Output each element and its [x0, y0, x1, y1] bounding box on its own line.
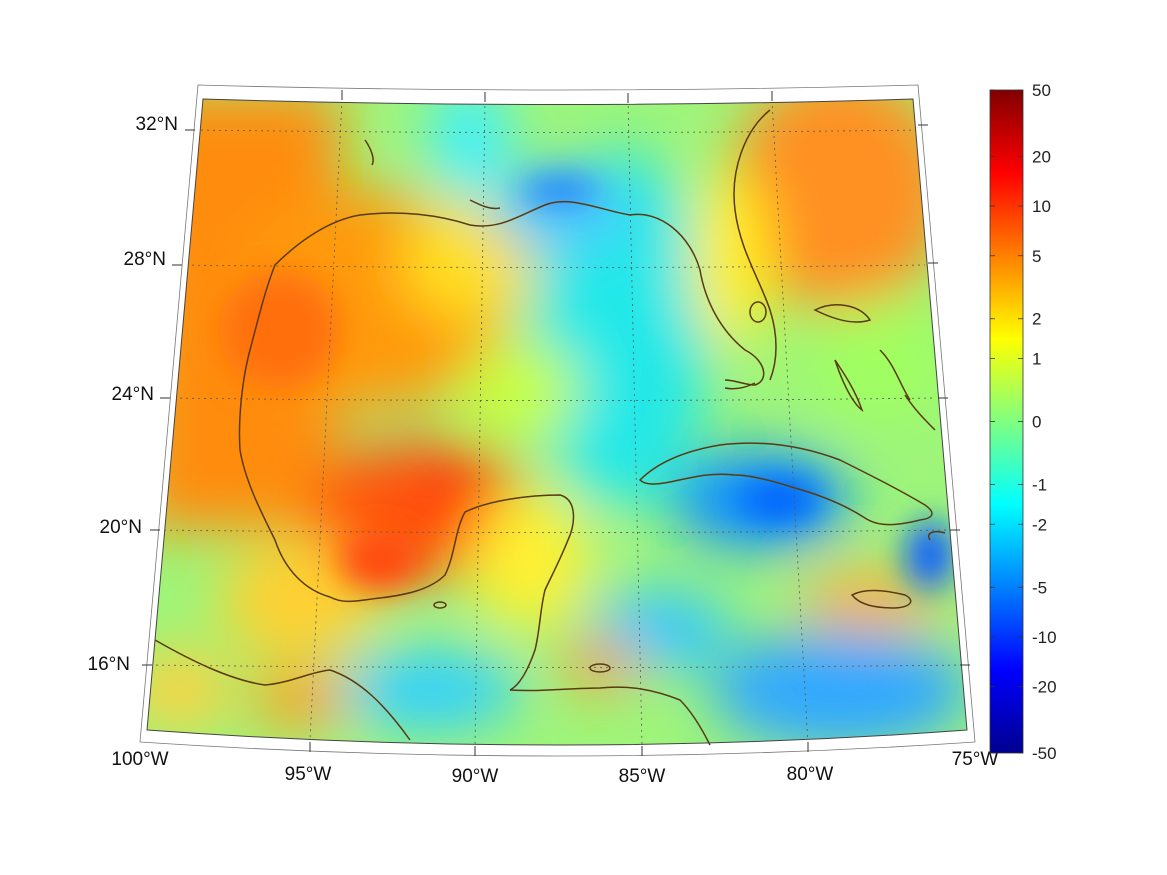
- colorbar-tick-label: 2: [1032, 310, 1041, 329]
- lon-label: 75°W: [952, 749, 999, 770]
- lat-label: 20°N: [100, 517, 142, 538]
- map-frame: [146, 98, 968, 746]
- colorbar-tick-label: -5: [1032, 578, 1047, 597]
- lon-label: 80°W: [787, 764, 834, 785]
- colorbar-tick-label: 5: [1032, 247, 1041, 266]
- lat-label: 32°N: [136, 114, 178, 135]
- colorbar-tick-label: 10: [1032, 197, 1051, 216]
- frame-ticks: [142, 90, 970, 756]
- colorbar-gradient: [989, 89, 1024, 754]
- map-field: [147, 99, 967, 745]
- lat-label: 16°N: [88, 654, 130, 675]
- coastlines: [154, 109, 946, 746]
- colorbar-tick-label: 0: [1032, 413, 1041, 432]
- colorbar-tick-label: -50: [1032, 744, 1057, 763]
- map-frame-outer: [139, 84, 976, 757]
- lat-label: 24°N: [112, 384, 154, 405]
- lat-labels: 32°N 28°N 24°N 20°N 16°N: [88, 114, 178, 675]
- colorbar-tick-label: 1: [1032, 350, 1041, 369]
- lon-label: 85°W: [619, 766, 666, 787]
- colorbar-tick-label: -1: [1032, 475, 1047, 494]
- colorbar-tick-label: 50: [1032, 81, 1051, 100]
- colorbar-tick-label: -2: [1032, 515, 1047, 534]
- lat-label: 28°N: [124, 249, 166, 270]
- graticule: [149, 99, 963, 745]
- colorbar-tick-label: 20: [1032, 147, 1051, 166]
- lon-label: 95°W: [285, 764, 332, 785]
- colorbar-tick-label: -20: [1032, 678, 1057, 697]
- lon-label: 100°W: [111, 749, 168, 770]
- lon-label: 90°W: [452, 766, 499, 787]
- colorbar-tick-label: -10: [1032, 628, 1057, 647]
- lon-labels: 100°W 95°W 90°W 85°W 80°W 75°W: [111, 749, 998, 787]
